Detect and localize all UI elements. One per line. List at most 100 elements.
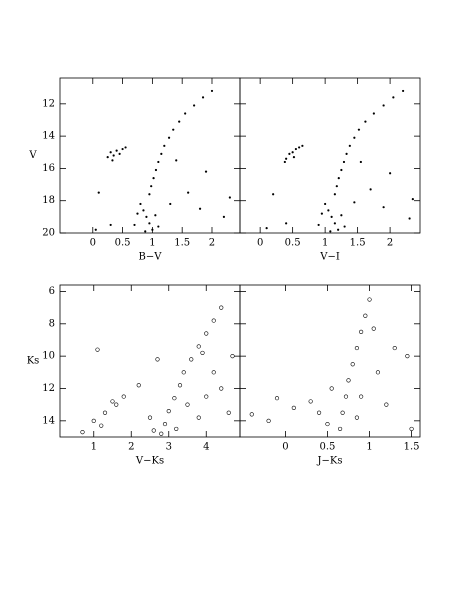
data-point xyxy=(169,202,172,206)
data-point xyxy=(150,185,153,188)
data-point xyxy=(337,228,340,231)
data-point xyxy=(353,136,356,139)
data-point xyxy=(211,318,216,323)
data-point xyxy=(337,177,340,180)
data-point xyxy=(354,345,360,351)
x-tick-label: 1 xyxy=(322,238,328,249)
data-point xyxy=(185,402,190,407)
data-point xyxy=(189,357,194,362)
data-point xyxy=(167,136,171,139)
data-point xyxy=(109,151,112,154)
data-point xyxy=(333,193,336,196)
data-point xyxy=(193,104,196,107)
data-point xyxy=(335,185,338,188)
y-tick-label: 12 xyxy=(42,98,55,109)
data-point xyxy=(124,146,127,149)
x-tick-label: 3 xyxy=(166,442,172,453)
data-point xyxy=(99,423,104,428)
data-point xyxy=(292,156,296,159)
data-point xyxy=(151,228,154,231)
data-point xyxy=(316,410,322,415)
y-tick-label: 16 xyxy=(42,163,55,174)
data-point xyxy=(320,212,323,215)
data-point xyxy=(343,394,349,399)
data-point xyxy=(204,331,209,336)
data-point xyxy=(382,206,385,209)
data-point xyxy=(329,230,332,233)
data-point xyxy=(154,214,157,217)
data-point xyxy=(144,230,147,233)
data-point xyxy=(288,152,291,155)
data-point xyxy=(350,362,355,367)
x-tick-label: 0.5 xyxy=(115,238,131,249)
data-point xyxy=(155,357,160,362)
data-point xyxy=(219,386,224,391)
data-point xyxy=(333,222,336,225)
data-point xyxy=(184,112,187,115)
data-point xyxy=(411,197,414,201)
data-point xyxy=(330,215,333,218)
data-point xyxy=(151,428,156,433)
data-point xyxy=(162,421,168,427)
data-point xyxy=(154,168,158,172)
data-point xyxy=(382,104,385,107)
y-tick-label: 14 xyxy=(42,415,55,426)
data-point xyxy=(204,394,209,399)
y-tick-label: 10 xyxy=(42,351,55,362)
x-tick-label: 0.5 xyxy=(285,238,301,249)
data-point xyxy=(389,172,392,175)
data-point xyxy=(136,383,141,388)
data-point xyxy=(219,305,224,310)
x-tick-label: 2 xyxy=(209,238,215,249)
data-point xyxy=(142,209,145,212)
data-point xyxy=(95,347,100,352)
data-point xyxy=(364,120,367,123)
data-point xyxy=(308,399,313,404)
data-point xyxy=(112,154,115,157)
x-tick-label: 1.5 xyxy=(350,238,366,249)
data-point xyxy=(291,151,294,154)
x-tick-label: 1 xyxy=(366,442,372,453)
data-point xyxy=(294,147,297,151)
data-point xyxy=(329,386,334,391)
data-point xyxy=(201,96,205,99)
data-point xyxy=(106,156,109,159)
data-point xyxy=(175,159,178,162)
data-point xyxy=(266,418,271,423)
data-point xyxy=(283,160,286,164)
data-point xyxy=(392,96,395,99)
data-point xyxy=(324,202,327,206)
data-point xyxy=(265,227,268,230)
data-point xyxy=(145,215,148,218)
data-point xyxy=(139,202,142,206)
y-tick-label: 14 xyxy=(42,131,55,142)
panel-frame xyxy=(59,77,241,234)
data-point xyxy=(136,212,139,215)
data-point xyxy=(172,128,175,131)
data-point xyxy=(359,160,362,164)
data-point xyxy=(152,177,155,180)
data-point xyxy=(298,146,301,149)
data-point xyxy=(94,228,97,231)
data-point xyxy=(157,225,160,228)
data-point xyxy=(405,354,410,359)
data-point xyxy=(118,152,121,155)
data-point xyxy=(159,431,164,436)
x-tick-label: 0 xyxy=(282,442,288,453)
data-point xyxy=(133,223,136,227)
data-point xyxy=(121,147,124,151)
data-point xyxy=(157,160,160,164)
y-tick-label: 8 xyxy=(49,318,55,329)
data-point xyxy=(200,350,205,356)
data-point xyxy=(402,89,405,93)
data-point xyxy=(196,344,201,349)
x-tick-label: 2 xyxy=(387,238,393,249)
data-point xyxy=(177,383,183,388)
data-point xyxy=(163,144,166,147)
panel-frame xyxy=(239,77,421,234)
data-point xyxy=(325,421,330,427)
data-point xyxy=(230,354,235,359)
x-tick-label: 2 xyxy=(128,442,134,453)
data-point xyxy=(181,370,186,375)
